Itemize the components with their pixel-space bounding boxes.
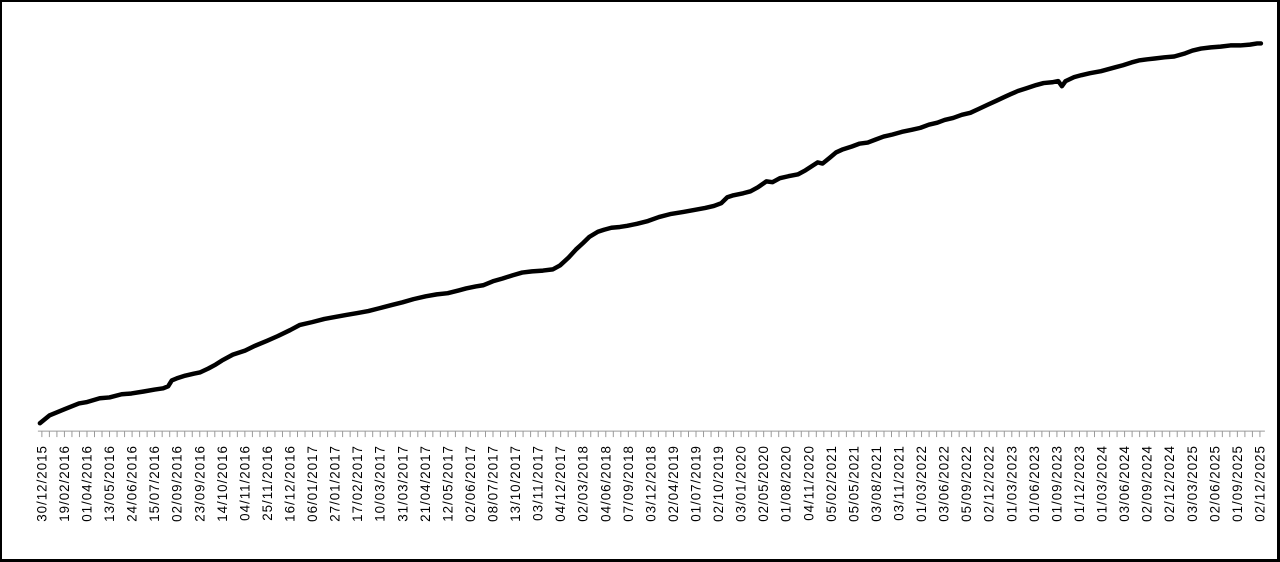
x-axis-tick-label: 02/09/2016 [170,445,185,522]
x-axis-tick-label: 02/06/2017 [463,445,478,522]
x-axis-tick-label: 08/07/2017 [486,445,501,522]
x-axis-tick-label: 01/03/2022 [914,445,929,522]
x-axis-tick-label: 15/07/2016 [147,445,162,522]
x-axis-tick-label: 01/09/2023 [1049,445,1064,522]
x-axis-tick-label: 01/06/2023 [1027,445,1042,522]
x-axis-tick-label: 02/12/2024 [1162,445,1177,522]
x-axis-tick-label: 30/12/2015 [34,445,49,522]
x-axis-tick-label: 13/05/2016 [102,445,117,522]
x-axis-tick-label: 04/11/2016 [237,445,252,521]
x-axis-tick-label: 01/03/2023 [1004,445,1019,522]
x-axis-tick-label: 03/01/2020 [734,445,749,522]
x-axis-tick-label: 01/07/2019 [689,445,704,522]
x-axis-tick-label: 13/10/2017 [508,445,523,522]
x-axis-tick-label: 05/02/2021 [824,445,839,522]
trend-line [37,41,1264,426]
x-axis-tick-label: 02/09/2024 [1140,445,1155,522]
x-axis-tick-label: 02/10/2019 [711,445,726,522]
x-axis-tick-label: 25/11/2016 [260,445,275,521]
x-axis-tick-label: 01/09/2025 [1230,445,1245,522]
x-axis-tick-label: 24/06/2016 [125,445,140,522]
x-axis-tick-label: 01/03/2024 [1095,445,1110,522]
x-axis-tick-label: 16/12/2016 [282,445,297,522]
x-axis-tick-label: 02/06/2025 [1207,445,1222,522]
x-axis-tick-label: 03/08/2021 [869,445,884,522]
x-axis-tick-label: 19/02/2016 [57,445,72,522]
x-axis-tick-label: 01/08/2020 [779,445,794,522]
x-axis-tick-label: 12/05/2017 [440,445,455,522]
x-axis-tick-label: 04/06/2018 [598,445,613,522]
x-axis-tick-label: 04/11/2020 [801,445,816,521]
x-axis-tick-label: 01/12/2023 [1072,445,1087,522]
x-axis-tick-label: 02/03/2018 [576,445,591,522]
x-axis-tick-label: 17/02/2017 [350,445,365,522]
x-axis-tick-label: 03/12/2018 [643,445,658,522]
x-axis-tick-label: 10/03/2017 [373,445,388,522]
x-axis-tick-label: 31/03/2017 [395,445,410,522]
x-axis-tick-label: 03/03/2025 [1185,445,1200,522]
x-axis-tick-label: 21/04/2017 [418,445,433,522]
x-axis-tick-label: 02/05/2020 [756,445,771,522]
x-axis-tick-label: 05/09/2022 [959,445,974,522]
x-axis-tick-label: 23/09/2016 [192,445,207,522]
x-axis-tick-label: 03/11/2017 [531,445,546,521]
x-axis-tick-label: 27/01/2017 [328,445,343,522]
x-axis-tick-label: 03/11/2021 [892,445,907,521]
x-axis-tick-label: 03/06/2024 [1117,445,1132,522]
x-axis-tick-label: 04/12/2017 [553,445,568,522]
x-axis-tick-label: 02/12/2025 [1252,445,1267,522]
x-axis-tick-label: 14/10/2016 [215,445,230,522]
x-axis-tick-label: 01/04/2016 [79,445,94,522]
x-axis-tick-label: 03/06/2022 [937,445,952,522]
x-axis-tick-label: 02/12/2022 [982,445,997,522]
x-axis-tick-label: 05/05/2021 [846,445,861,522]
x-axis-tick-label: 07/09/2018 [621,445,636,522]
x-axis-tick-label: 06/01/2017 [305,445,320,522]
x-axis-tick-label: 02/04/2019 [666,445,681,522]
